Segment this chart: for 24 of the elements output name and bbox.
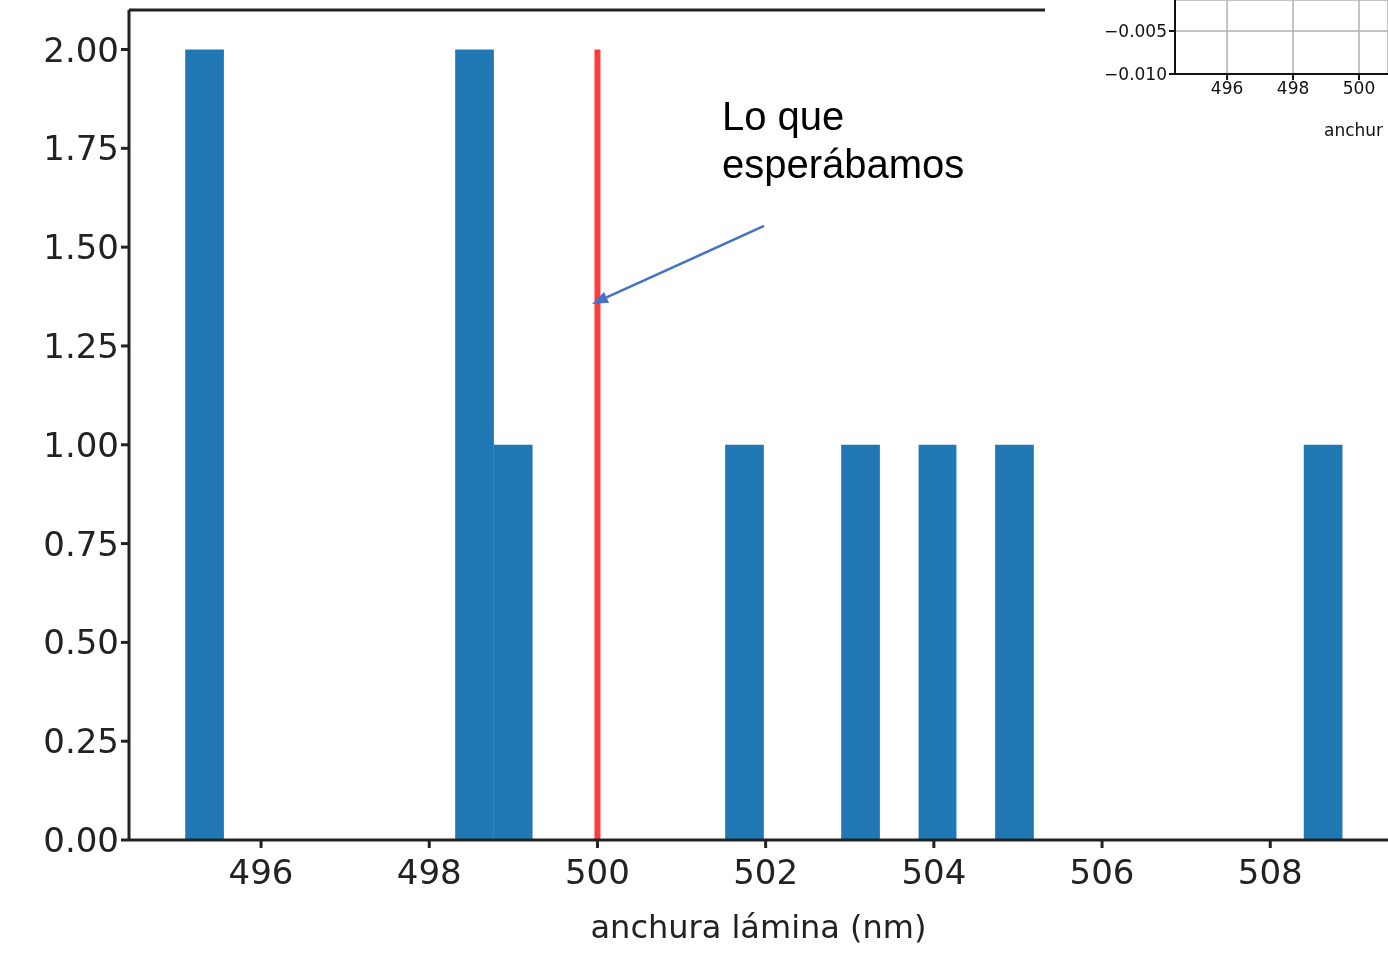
y-tick-label: 1.75 [43, 128, 119, 169]
y-tick-label: 0.50 [43, 622, 119, 663]
x-axis-title: anchura lámina (nm) [590, 908, 927, 946]
y-tick-label: 0.00 [43, 820, 119, 861]
x-tick-label: 502 [733, 852, 799, 893]
x-tick-label: 496 [228, 852, 294, 893]
y-tick-label: 1.25 [43, 326, 119, 367]
y-tick-label: 0.75 [43, 523, 119, 564]
x-tick-label: 500 [1342, 78, 1376, 99]
x-tick-label: 500 [564, 852, 630, 893]
x-tick-label: 498 [1276, 78, 1310, 99]
x-tick-label: 496 [1210, 78, 1244, 99]
y-tick-label: −0.010 [1104, 64, 1167, 85]
y-tick-label: 0.25 [43, 721, 119, 762]
annotation: Lo que esperábamos [722, 93, 966, 188]
y-tick-label: 2.00 [43, 29, 119, 70]
y-tick-label: 1.50 [43, 227, 119, 268]
y-tick-label: 1.00 [43, 424, 119, 465]
y-tick-label: −0.005 [1104, 21, 1167, 42]
x-axis-title: anchur [1324, 120, 1384, 140]
x-tick-label: 506 [1069, 852, 1135, 893]
x-tick-label: 498 [396, 852, 462, 893]
x-tick-label: 508 [1237, 852, 1303, 893]
x-tick-label: 504 [901, 852, 967, 893]
